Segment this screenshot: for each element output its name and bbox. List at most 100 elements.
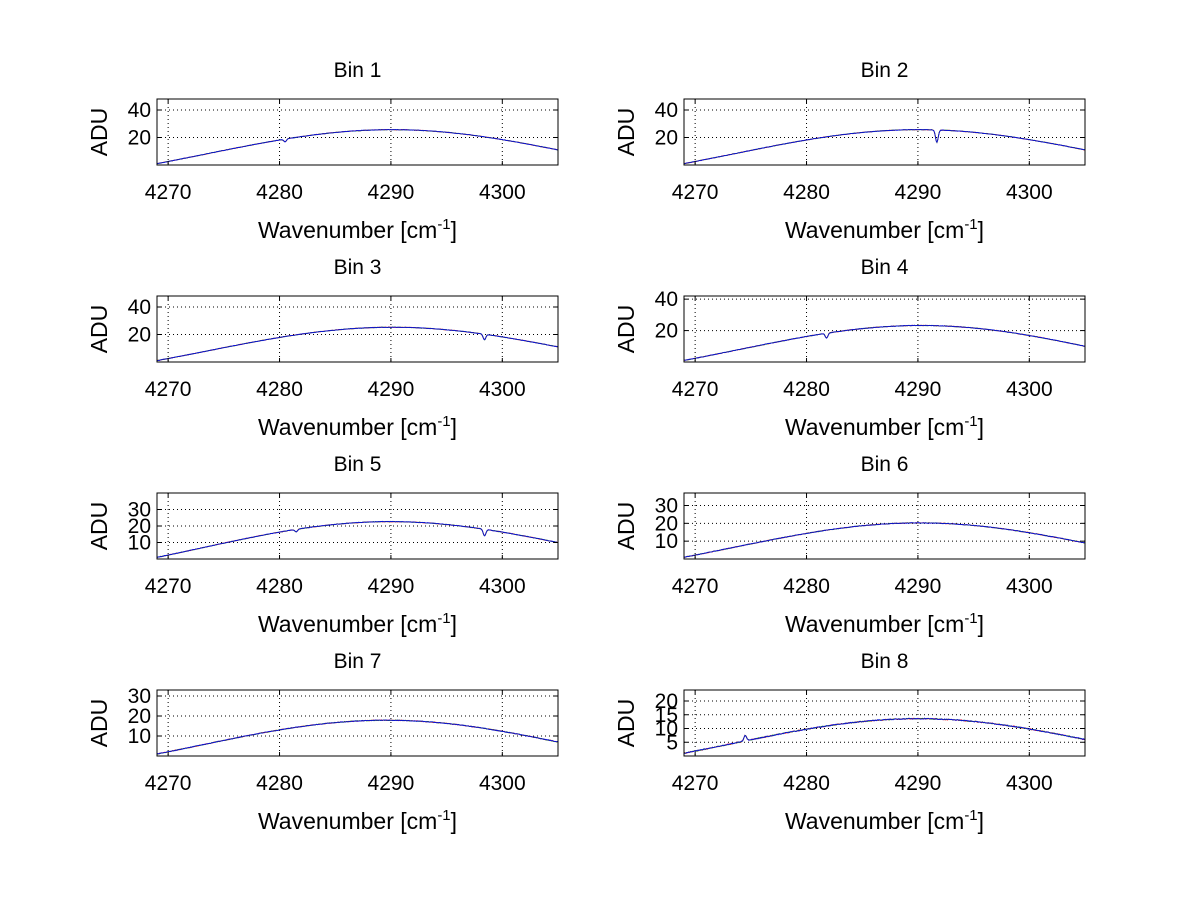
y-tick-label: 40 bbox=[128, 296, 151, 319]
subplot-title: Bin 5 bbox=[334, 453, 382, 476]
x-tick-label: 4300 bbox=[479, 378, 526, 401]
x-tick-label: 4280 bbox=[256, 772, 303, 795]
y-axis-label: ADU bbox=[613, 699, 639, 748]
spectrum-line bbox=[156, 326, 559, 362]
x-tick-label: 4270 bbox=[145, 772, 192, 795]
subplot-title: Bin 2 bbox=[861, 59, 909, 82]
x-tick-label: 4290 bbox=[895, 575, 942, 598]
y-tick-label: 30 bbox=[128, 499, 151, 522]
y-tick-label: 40 bbox=[128, 99, 151, 122]
x-axis-label: Wavenumber [cm-1] bbox=[258, 413, 457, 440]
spectrum-line bbox=[156, 520, 559, 558]
subplot-1: Bin 1 4270 4280 4290 4300 20 40 Wavenumber [cm-… bbox=[86, 59, 559, 243]
y-tick-label: 20 bbox=[655, 512, 678, 535]
subplot-title: Bin 6 bbox=[861, 453, 909, 476]
x-axis-label: Wavenumber [cm-1] bbox=[258, 807, 457, 834]
spectrum-line bbox=[683, 717, 1086, 754]
x-axis-label: Wavenumber [cm-1] bbox=[785, 413, 984, 440]
x-tick-label: 4300 bbox=[479, 181, 526, 204]
x-tick-label: 4280 bbox=[256, 575, 303, 598]
x-tick-label: 4300 bbox=[1006, 772, 1053, 795]
x-axis-label: Wavenumber [cm-1] bbox=[785, 610, 984, 637]
x-tick-label: 4270 bbox=[145, 181, 192, 204]
spectrum-line bbox=[156, 719, 559, 755]
axes-box bbox=[683, 492, 1086, 560]
x-axis-label: Wavenumber [cm-1] bbox=[785, 216, 984, 243]
x-tick-label: 4270 bbox=[145, 378, 192, 401]
x-tick-label: 4280 bbox=[256, 378, 303, 401]
y-tick-label: 15 bbox=[655, 704, 678, 727]
axes-box bbox=[683, 689, 1086, 757]
y-axis-label: ADU bbox=[613, 108, 639, 157]
x-tick-label: 4280 bbox=[783, 575, 830, 598]
y-axis-label: ADU bbox=[86, 502, 112, 551]
axes-box bbox=[156, 98, 559, 166]
y-tick-label: 20 bbox=[128, 127, 151, 150]
subplot-4: Bin 4 4270 4280 4290 4300 20 40 Wavenumber [cm-… bbox=[613, 256, 1086, 440]
y-tick-label: 20 bbox=[655, 127, 678, 150]
y-tick-label: 20 bbox=[655, 320, 678, 343]
x-tick-label: 4290 bbox=[895, 181, 942, 204]
y-tick-label: 20 bbox=[655, 690, 678, 713]
x-tick-label: 4300 bbox=[1006, 378, 1053, 401]
x-axis-label: Wavenumber [cm-1] bbox=[785, 807, 984, 834]
x-tick-label: 4290 bbox=[368, 181, 415, 204]
x-tick-label: 4290 bbox=[895, 772, 942, 795]
y-tick-label: 30 bbox=[655, 494, 678, 517]
y-axis-label: ADU bbox=[613, 502, 639, 551]
y-tick-label: 20 bbox=[128, 515, 151, 538]
subplot-2: Bin 2 4270 4280 4290 4300 20 40 Wavenumber [cm-… bbox=[613, 59, 1086, 243]
x-tick-label: 4280 bbox=[783, 772, 830, 795]
axes-box bbox=[156, 689, 559, 757]
y-tick-label: 20 bbox=[128, 705, 151, 728]
x-tick-label: 4270 bbox=[672, 772, 719, 795]
axes-box bbox=[683, 98, 1086, 166]
subplot-title: Bin 8 bbox=[861, 650, 909, 673]
spectrum-line bbox=[156, 128, 559, 165]
x-tick-label: 4270 bbox=[672, 378, 719, 401]
y-tick-label: 5 bbox=[666, 731, 678, 754]
x-tick-label: 4290 bbox=[895, 378, 942, 401]
x-tick-label: 4300 bbox=[479, 772, 526, 795]
y-axis-label: ADU bbox=[613, 305, 639, 354]
y-axis-label: ADU bbox=[86, 699, 112, 748]
y-axis-label: ADU bbox=[86, 108, 112, 157]
subplot-3: Bin 3 4270 4280 4290 4300 20 40 Wavenumber [cm-… bbox=[86, 256, 559, 440]
x-tick-label: 4280 bbox=[256, 181, 303, 204]
x-tick-label: 4280 bbox=[783, 378, 830, 401]
y-tick-label: 10 bbox=[655, 718, 678, 741]
y-tick-label: 40 bbox=[655, 99, 678, 122]
x-tick-label: 4280 bbox=[783, 181, 830, 204]
x-tick-label: 4270 bbox=[672, 575, 719, 598]
y-axis-label: ADU bbox=[86, 305, 112, 354]
x-tick-label: 4290 bbox=[368, 378, 415, 401]
y-tick-label: 10 bbox=[128, 532, 151, 555]
x-tick-label: 4300 bbox=[1006, 575, 1053, 598]
subplot-title: Bin 3 bbox=[334, 256, 382, 279]
subplot-title: Bin 7 bbox=[334, 650, 382, 673]
y-tick-label: 10 bbox=[128, 725, 151, 748]
y-tick-label: 40 bbox=[655, 288, 678, 311]
x-tick-label: 4290 bbox=[368, 575, 415, 598]
subplot-title: Bin 4 bbox=[861, 256, 909, 279]
subplot-title: Bin 1 bbox=[334, 59, 382, 82]
x-tick-label: 4270 bbox=[145, 575, 192, 598]
x-axis-label: Wavenumber [cm-1] bbox=[258, 610, 457, 637]
axes-box bbox=[156, 295, 559, 363]
x-tick-label: 4300 bbox=[479, 575, 526, 598]
y-tick-label: 30 bbox=[128, 685, 151, 708]
spectrum-line bbox=[683, 128, 1086, 165]
x-tick-label: 4300 bbox=[1006, 181, 1053, 204]
x-tick-label: 4270 bbox=[672, 181, 719, 204]
spectrum-line bbox=[683, 522, 1086, 558]
y-tick-label: 20 bbox=[128, 324, 151, 347]
x-axis-label: Wavenumber [cm-1] bbox=[258, 216, 457, 243]
spectrum-line bbox=[683, 324, 1086, 361]
axes-box bbox=[683, 295, 1086, 363]
x-tick-label: 4290 bbox=[368, 772, 415, 795]
